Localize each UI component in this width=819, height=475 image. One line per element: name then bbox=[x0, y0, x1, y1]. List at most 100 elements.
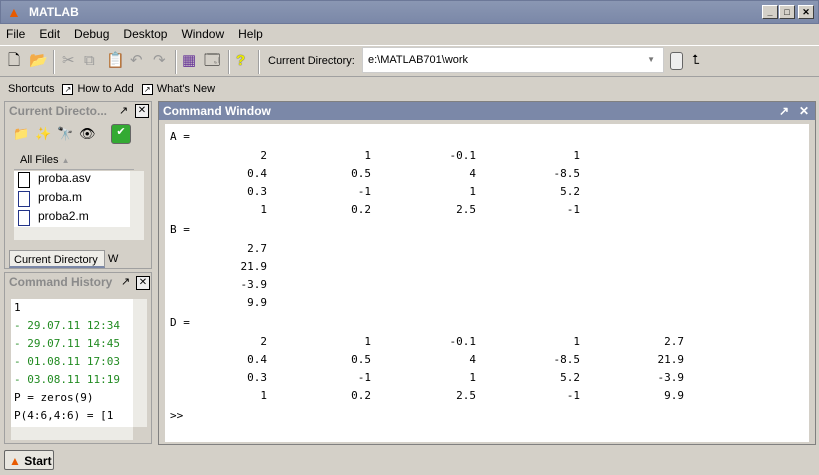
menu-file[interactable]: File bbox=[6, 27, 26, 41]
up-folder-icon[interactable]: ⮤ bbox=[692, 52, 700, 67]
matrix-cell: 2.5 bbox=[456, 389, 476, 402]
toolbar: 🗋 📂 ✂ ⧉ 📋 ↶ ↷ ▦ 🗔 ? Current Directory: ⮤ bbox=[0, 45, 819, 77]
menu-edit[interactable]: Edit bbox=[39, 27, 61, 41]
copy-icon[interactable]: ⧉ bbox=[84, 52, 95, 69]
shortcut-icon: ↗ bbox=[62, 84, 74, 95]
matrix-cell: 1 bbox=[364, 335, 371, 348]
file-item[interactable]: proba.asv bbox=[14, 171, 130, 190]
menu-debug[interactable]: Debug bbox=[74, 27, 110, 41]
history-item[interactable]: P(4:6,4:6) = [1 bbox=[14, 409, 114, 422]
history-item[interactable]: P = zeros(9) bbox=[14, 391, 94, 404]
matrix-cell: 21.9 bbox=[240, 260, 268, 273]
menu-bar: File Edit Debug Desktop Window Help bbox=[0, 24, 819, 44]
start-button[interactable]: ▲ Start bbox=[4, 450, 54, 470]
panel-title: Command History bbox=[9, 275, 113, 289]
undock-icon[interactable]: ↗ bbox=[119, 105, 129, 117]
matrix-cell: 0.5 bbox=[351, 353, 371, 366]
file-item[interactable]: proba.m bbox=[14, 190, 130, 209]
matrix-cell: -8.5 bbox=[553, 167, 581, 180]
matlab-logo-icon: ▲ bbox=[7, 4, 21, 20]
undo-icon[interactable]: ↶ bbox=[130, 52, 143, 69]
tab-workspace[interactable]: W bbox=[108, 253, 119, 265]
command-output[interactable]: A = 2 1 -0.1 1 0.4 0.5 4 -8.5 0.3 -1 1 5.2 1 0.2 2.5 -1 B… bbox=[165, 124, 809, 442]
check-icon[interactable]: ✔ bbox=[111, 124, 131, 144]
undock-icon[interactable]: ↗ bbox=[779, 104, 790, 118]
horizontal-scrollbar[interactable] bbox=[11, 427, 133, 440]
matrix-cell: -0.1 bbox=[449, 149, 477, 162]
dropdown-arrow-icon[interactable]: ▼ bbox=[647, 55, 655, 64]
matrix-cell: 0.2 bbox=[351, 389, 371, 402]
current-directory-input[interactable]: e:\MATLAB701\work ▼ bbox=[362, 47, 664, 73]
matrix-cell: -1 bbox=[357, 185, 371, 198]
vertical-scrollbar[interactable] bbox=[130, 171, 144, 227]
matrix-cell: 0.3 bbox=[247, 185, 267, 198]
history-item[interactable]: - 29.07.11 14:45 bbox=[14, 337, 120, 350]
cut-icon[interactable]: ✂ bbox=[62, 52, 75, 69]
open-folder-icon[interactable]: 📂 bbox=[29, 52, 48, 69]
matrix-cell: 21.9 bbox=[657, 353, 685, 366]
command-history-panel: Command History ↗ ✕ 1 - 29.07.11 12:34 - 2… bbox=[4, 272, 152, 444]
matrix-cell: 1 bbox=[260, 203, 267, 216]
matrix-cell: 1 bbox=[573, 335, 580, 348]
command-window: Command Window ↗ ✕ A = 2 1 -0.1 1 0.4 0.5 4 -8.5… bbox=[158, 101, 816, 445]
command-window-header: Command Window ↗ ✕ bbox=[159, 102, 815, 120]
guide-icon[interactable]: 🗔 bbox=[204, 52, 221, 69]
matrix-cell: 0.2 bbox=[351, 203, 371, 216]
shortcut-how-to-add[interactable]: ↗ How to Add bbox=[62, 83, 134, 95]
minimize-button[interactable]: _ bbox=[762, 5, 778, 19]
paste-icon[interactable]: 📋 bbox=[106, 52, 125, 69]
matlab-logo-icon: ▲ bbox=[9, 454, 21, 468]
matrix-cell: 1 bbox=[573, 149, 580, 162]
redo-icon[interactable]: ↷ bbox=[153, 52, 166, 69]
panel-title: Current Directo... bbox=[9, 104, 108, 118]
variable-name: B = bbox=[170, 223, 190, 236]
matrix-cell: 2 bbox=[260, 149, 267, 162]
matrix-cell: -1 bbox=[357, 371, 371, 384]
matrix-cell: -8.5 bbox=[553, 353, 581, 366]
tab-current-directory[interactable]: Current Directory bbox=[9, 250, 105, 268]
history-item[interactable]: - 29.07.11 12:34 bbox=[14, 319, 120, 332]
up-folder-icon[interactable]: 📁 bbox=[13, 126, 30, 141]
command-prompt[interactable]: >> bbox=[170, 409, 184, 422]
menu-window[interactable]: Window bbox=[181, 27, 225, 41]
matrix-cell: 4 bbox=[469, 353, 476, 366]
undock-icon[interactable]: ↗ bbox=[121, 276, 131, 288]
view-icon[interactable]: 👁 bbox=[79, 126, 96, 141]
history-item[interactable]: - 01.08.11 17:03 bbox=[14, 355, 120, 368]
title-bar: ▲ MATLAB _ □ ✕ bbox=[0, 0, 819, 24]
matrix-cell: 9.9 bbox=[247, 296, 267, 309]
matrix-cell: 2 bbox=[260, 335, 267, 348]
matrix-cell: -3.9 bbox=[240, 278, 268, 291]
new-file-icon[interactable]: 🗋 bbox=[8, 52, 21, 69]
vertical-scrollbar[interactable] bbox=[133, 299, 147, 427]
matrix-cell: -1 bbox=[566, 203, 580, 216]
menu-desktop[interactable]: Desktop bbox=[123, 27, 168, 41]
menu-help[interactable]: Help bbox=[238, 27, 263, 41]
browse-button[interactable] bbox=[670, 52, 683, 70]
matrix-cell: 1 bbox=[364, 149, 371, 162]
maximize-button[interactable]: □ bbox=[779, 5, 795, 19]
matrix-cell: 2.7 bbox=[664, 335, 684, 348]
help-icon[interactable]: ? bbox=[236, 52, 246, 69]
matrix-cell: 1 bbox=[469, 185, 476, 198]
close-panel-button[interactable]: ✕ bbox=[136, 276, 150, 290]
window-title: MATLAB bbox=[29, 5, 79, 19]
new-folder-icon[interactable]: ✨ bbox=[35, 126, 52, 141]
shortcut-whats-new[interactable]: ↗ What's New bbox=[141, 83, 215, 95]
file-item[interactable]: proba2.m bbox=[14, 209, 130, 227]
matrix-cell: 2.7 bbox=[247, 242, 267, 255]
column-header-all-files[interactable]: All Files ▲ bbox=[14, 152, 134, 170]
matrix-cell: -3.9 bbox=[657, 371, 685, 384]
current-directory-panel: Current Directo... ↗ ✕ 📁 ✨ 🔭 👁 ✔ All Fil… bbox=[4, 101, 152, 269]
close-panel-button[interactable]: ✕ bbox=[135, 104, 149, 118]
history-item[interactable]: 1 bbox=[14, 301, 21, 314]
find-files-icon[interactable]: 🔭 bbox=[57, 126, 74, 141]
matrix-cell: 1 bbox=[260, 389, 267, 402]
close-button[interactable]: ✕ bbox=[798, 5, 814, 19]
file-list: proba.asv proba.m proba2.m bbox=[14, 171, 130, 227]
history-item[interactable]: - 03.08.11 11:19 bbox=[14, 373, 120, 386]
matrix-cell: 0.4 bbox=[247, 353, 267, 366]
horizontal-scrollbar[interactable] bbox=[14, 227, 144, 240]
close-icon[interactable]: ✕ bbox=[799, 104, 810, 118]
simulink-icon[interactable]: ▦ bbox=[182, 52, 197, 69]
